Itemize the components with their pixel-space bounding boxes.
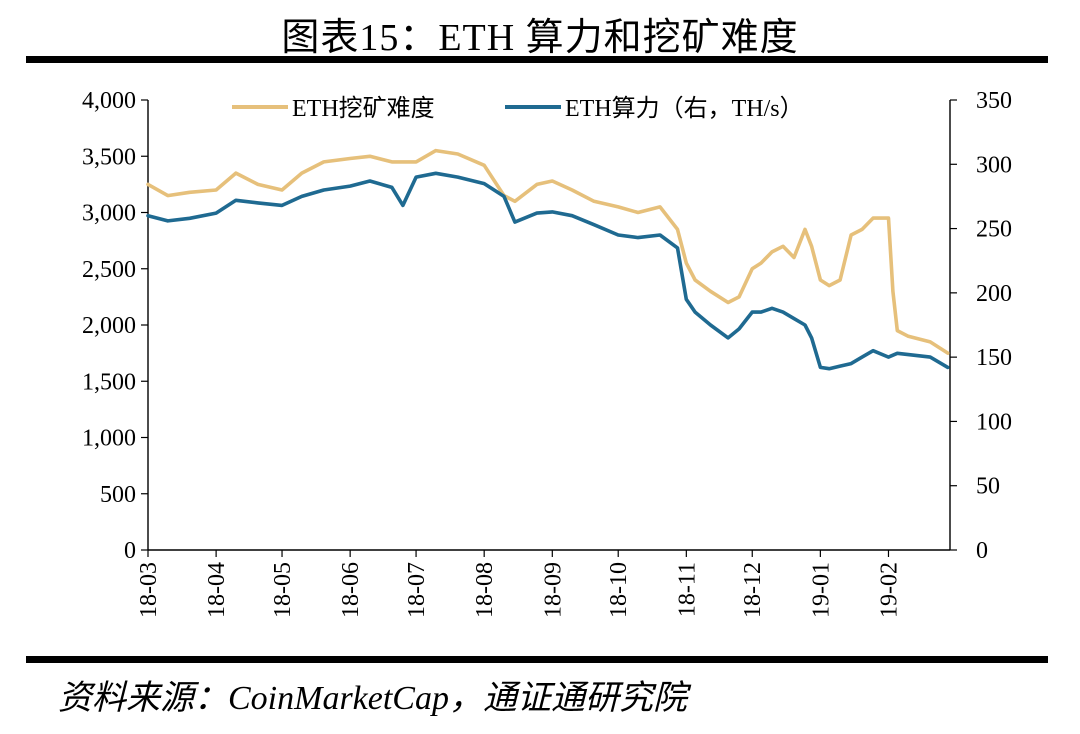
y-right-tick-label: 350 [976, 88, 1012, 114]
x-tick-label: 18-12 [740, 562, 766, 618]
x-tick-label: 18-05 [270, 562, 296, 618]
y-left-tick-label: 0 [124, 538, 136, 564]
bottom-rule [26, 656, 1048, 663]
series-layer [146, 148, 950, 371]
y-left-tick-label: 500 [100, 482, 136, 508]
x-tick-label: 18-06 [338, 562, 364, 618]
legend-label: ETH算力（右，TH/s） [565, 95, 804, 122]
y-left-tick-label: 2,000 [82, 313, 136, 339]
y-left-tick-label: 4,000 [82, 88, 136, 114]
y-right-tick-label: 150 [976, 345, 1012, 371]
x-tick-label: 18-04 [204, 562, 230, 618]
axes: 0 500 1,000 1,500 2,000 2,500 3,000 3,500 4,000 0… [82, 88, 1012, 618]
source-note: 资料来源：CoinMarketCap，通证通研究院 [58, 680, 687, 717]
y-right-tick-label: 250 [976, 217, 1012, 243]
y-left-tick-label: 1,000 [82, 426, 136, 452]
x-tick-label: 19-01 [808, 562, 834, 618]
series-line-difficulty [146, 148, 950, 355]
x-tick-label: 18-10 [606, 562, 632, 618]
y-left-tick-label: 1,500 [82, 369, 136, 395]
y-left-tick-label: 2,500 [82, 257, 136, 283]
legend: ETH挖矿难度 ETH算力（右，TH/s） [232, 95, 804, 122]
y-right-tick-label: 200 [976, 281, 1012, 307]
x-tick-label: 18-11 [674, 562, 700, 617]
y-left-tick-label: 3,000 [82, 201, 136, 227]
legend-label: ETH挖矿难度 [292, 95, 435, 122]
y-right-tick-label: 100 [976, 409, 1012, 435]
y-right-tick-label: 300 [976, 152, 1012, 178]
x-tick-label: 18-03 [136, 562, 162, 618]
chart-title: 图表15：ETH 算力和挖矿难度 [281, 17, 799, 59]
y-left-tick-label: 3,500 [82, 144, 136, 170]
y-right-tick-label: 0 [976, 538, 988, 564]
x-tick-label: 18-09 [540, 562, 566, 618]
x-tick-label: 18-07 [404, 562, 430, 618]
y-right-tick-label: 50 [976, 474, 1000, 500]
top-rule [26, 56, 1048, 63]
x-tick-label: 18-08 [472, 562, 498, 618]
x-tick-label: 19-02 [876, 562, 902, 618]
series-line-hashrate [146, 171, 950, 371]
